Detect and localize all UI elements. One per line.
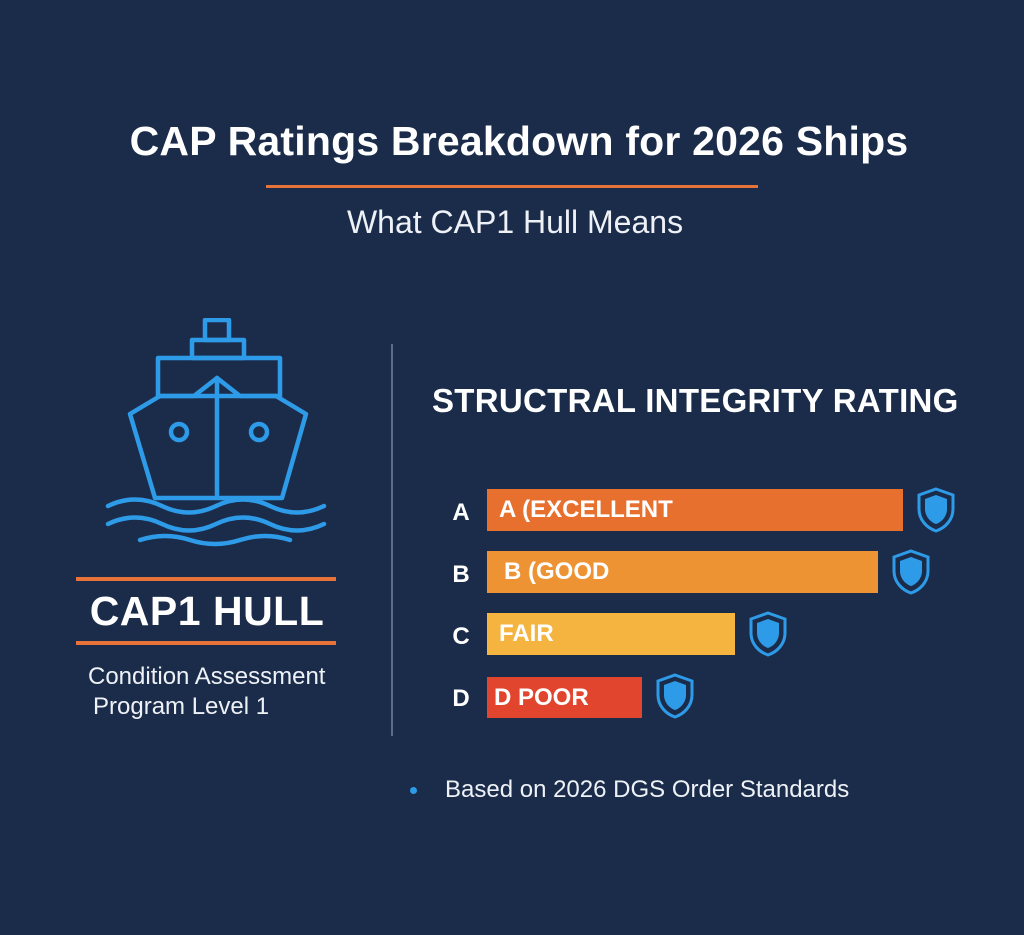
hull-label-rule-bottom xyxy=(76,641,336,645)
rating-bar-d: D POOR xyxy=(487,677,642,718)
page-subtitle: What CAP1 Hull Means xyxy=(346,204,684,240)
shield-icon xyxy=(749,611,787,657)
rating-bar-a: A (EXCELLENT xyxy=(487,489,903,531)
rating-bar-label: A (EXCELLENT xyxy=(499,496,673,523)
shield-icon xyxy=(892,549,930,595)
rating-bar-label: FAIR xyxy=(499,620,554,647)
title-underline xyxy=(266,185,758,188)
shield-icon xyxy=(917,487,955,533)
section-divider xyxy=(391,344,393,736)
shield-icon xyxy=(656,673,694,719)
rating-grade-a: A xyxy=(452,499,470,526)
rating-bar-label: B (GOOD xyxy=(504,558,610,585)
hull-label-rule-top xyxy=(76,577,336,581)
rating-grade-c: C xyxy=(452,623,470,650)
rating-grade-d: D xyxy=(452,685,470,712)
hull-description-line-1: Condition Assessment xyxy=(88,663,326,690)
rating-bar-c: FAIR xyxy=(487,613,735,655)
bullet-dot xyxy=(410,786,417,794)
page-title: CAP Ratings Breakdown for 2026 Ships xyxy=(129,118,909,164)
hull-description-line-2: Program Level 1 xyxy=(93,693,270,720)
rating-grade-b: B xyxy=(452,561,470,588)
rating-chart-title: STRUCTRAL INTEGRITY RATING xyxy=(432,382,959,419)
hull-label: CAP1 HULL xyxy=(89,588,325,634)
footnote-text: Based on 2026 DGS Order Standards xyxy=(445,776,850,803)
ship-icon xyxy=(105,318,327,547)
rating-bar-b: B (GOOD xyxy=(487,551,878,593)
rating-bar-label: D POOR xyxy=(494,683,589,711)
hull-description: Condition Assessment Program Level 1 xyxy=(88,662,325,722)
footnote: Based on 2026 DGS Order Standards xyxy=(410,776,849,804)
